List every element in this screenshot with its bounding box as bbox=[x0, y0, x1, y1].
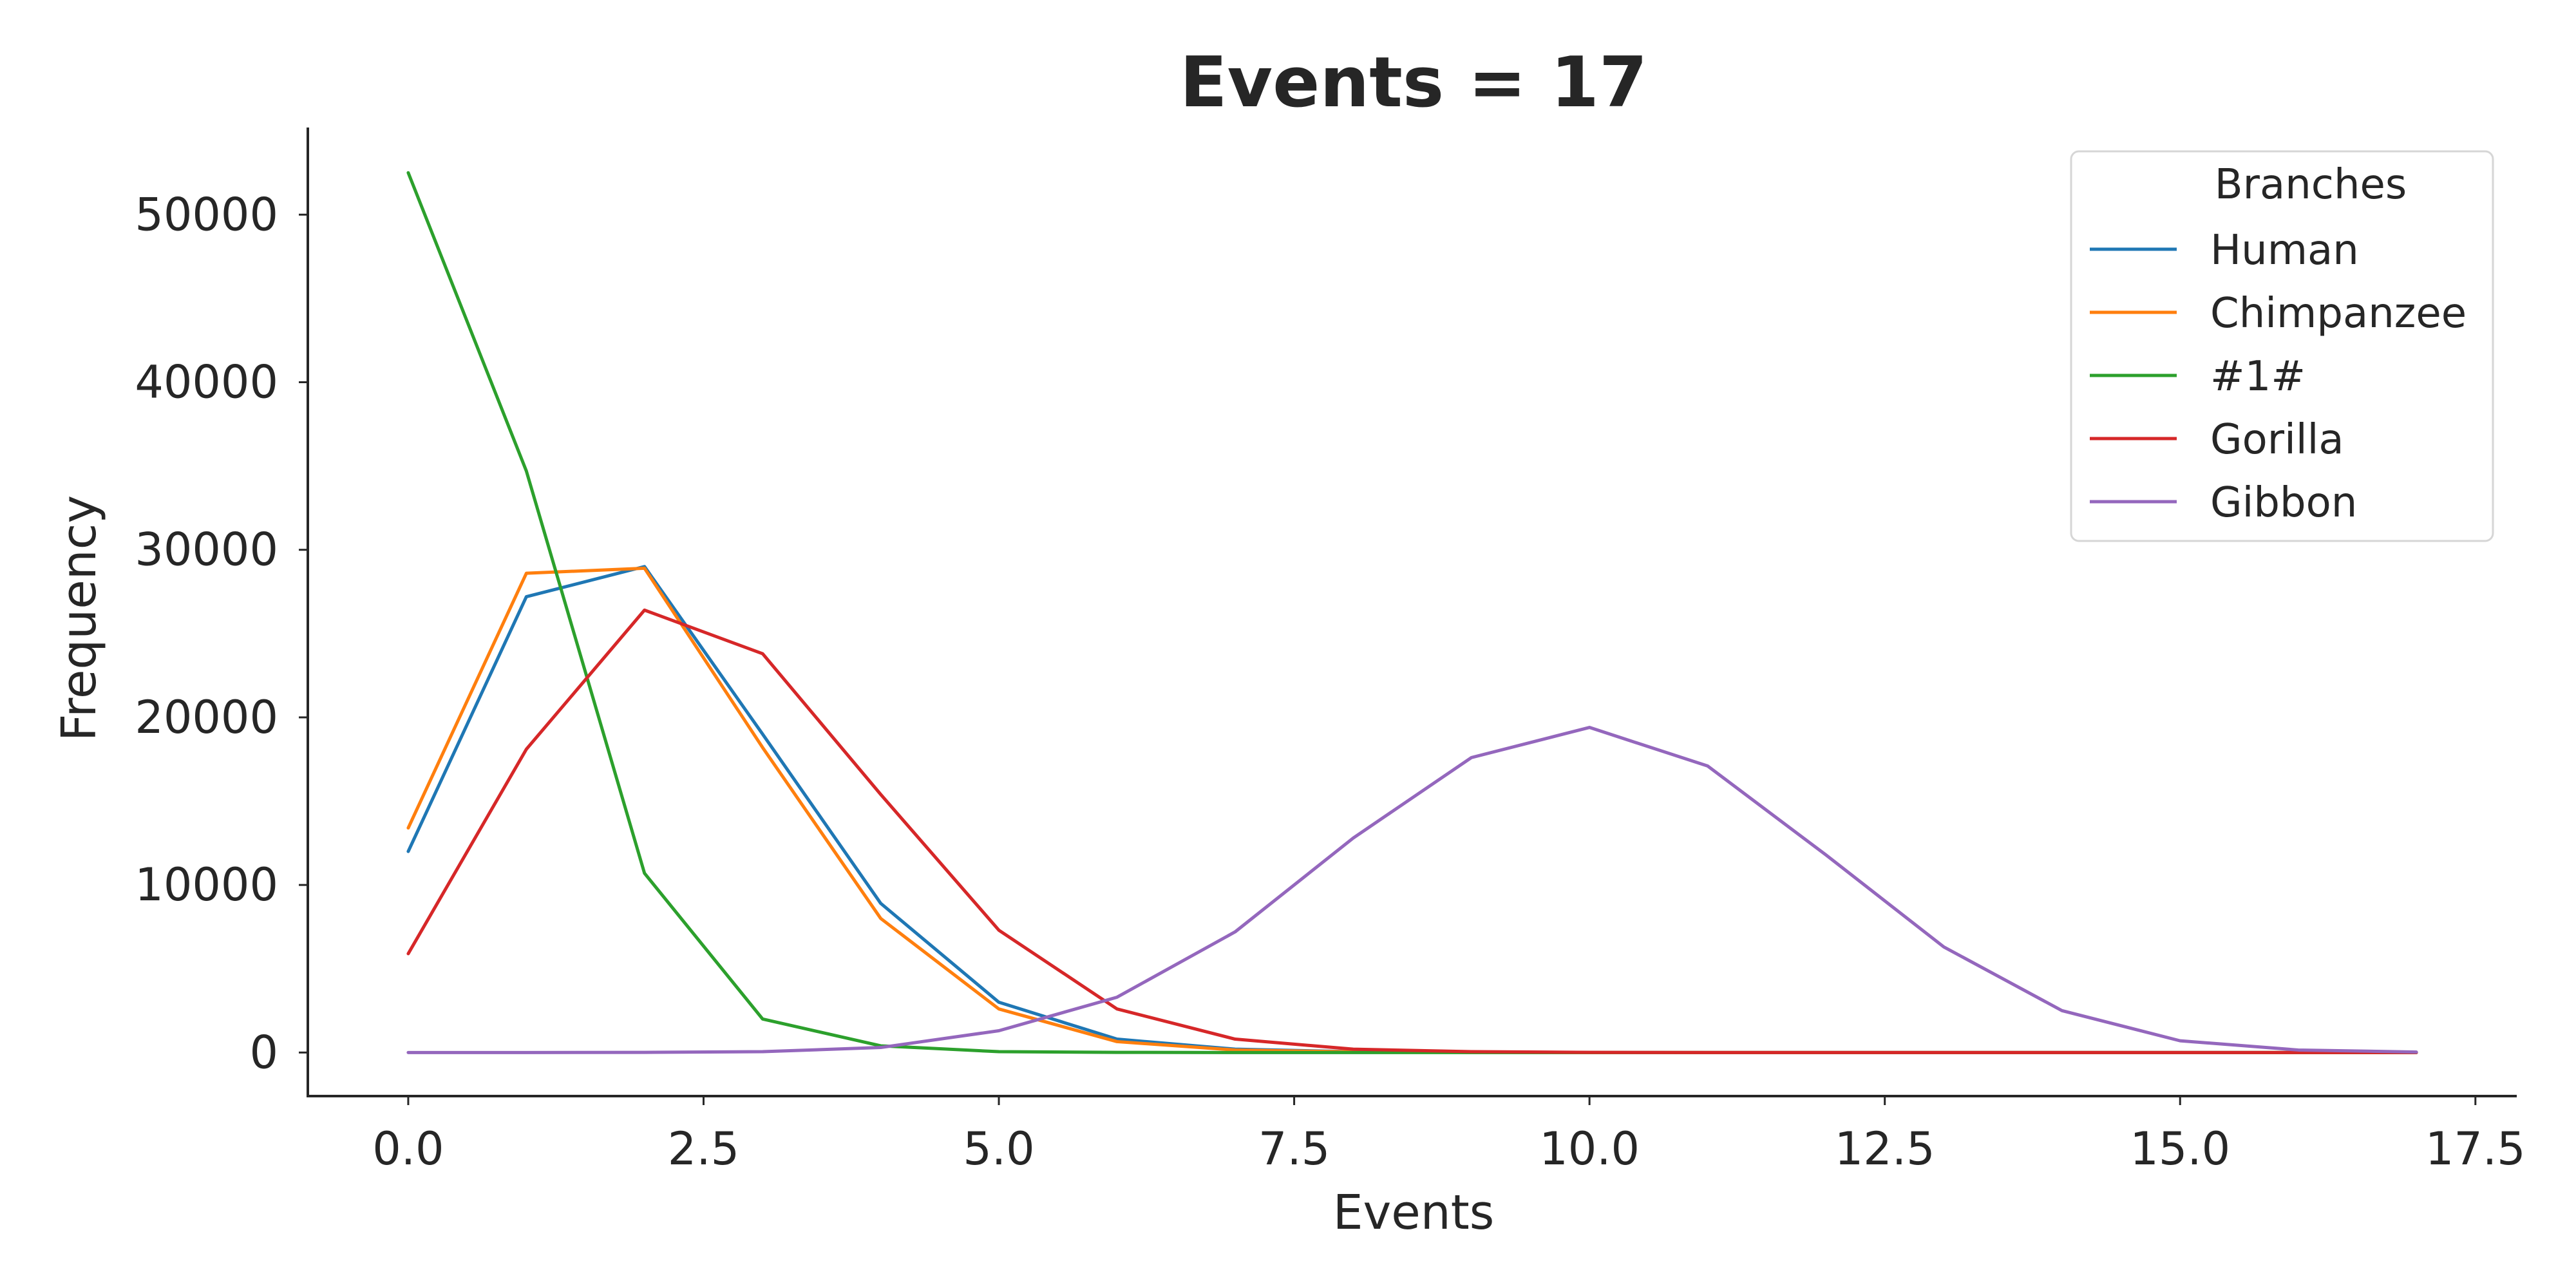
series-lines bbox=[406, 171, 2418, 1054]
series-line-chimpanzee bbox=[406, 566, 2418, 1054]
series-line-gorilla bbox=[406, 608, 2418, 1054]
legend-title: Branches bbox=[2215, 161, 2407, 209]
legend-items: Human Chimpanzee #1# Gorilla Gibbon bbox=[2090, 227, 2467, 527]
legend-label: Gibbon bbox=[2210, 479, 2357, 527]
x-tick-label: 5.0 bbox=[963, 1122, 1034, 1175]
x-axis-ticks: 0.0 2.5 5.0 7.5 10.0 12.5 15.0 17.5 bbox=[372, 1096, 2526, 1175]
legend-label: Chimpanzee bbox=[2210, 290, 2467, 337]
y-tick-label: 0 bbox=[249, 1026, 278, 1079]
x-tick-label: 10.0 bbox=[1539, 1122, 1640, 1175]
legend-label: #1# bbox=[2210, 353, 2306, 401]
x-tick-label: 15.0 bbox=[2130, 1122, 2230, 1175]
x-tick-label: 7.5 bbox=[1258, 1122, 1330, 1175]
chart-title: Events = 17 bbox=[1180, 43, 1647, 123]
legend-label: Gorilla bbox=[2210, 416, 2344, 464]
x-tick-label: 12.5 bbox=[1835, 1122, 1935, 1175]
y-tick-label: 50000 bbox=[135, 188, 278, 241]
y-tick-label: 20000 bbox=[135, 691, 278, 744]
series-line-human bbox=[406, 565, 2418, 1054]
x-tick-label: 2.5 bbox=[668, 1122, 739, 1175]
x-tick-label: 0.0 bbox=[372, 1122, 444, 1175]
x-tick-label: 17.5 bbox=[2425, 1122, 2526, 1175]
y-axis-ticks: 0 10000 20000 30000 40000 50000 bbox=[135, 188, 308, 1079]
legend: Branches Human Chimpanzee #1# Gorilla Gibbon bbox=[2070, 150, 2494, 542]
series-line-gibbon bbox=[406, 726, 2418, 1054]
y-axis-label: Frequency bbox=[52, 495, 107, 741]
y-tick-label: 40000 bbox=[135, 356, 278, 409]
x-axis-label: Events bbox=[1333, 1185, 1495, 1240]
y-tick-label: 30000 bbox=[135, 524, 278, 576]
y-tick-label: 10000 bbox=[135, 858, 278, 911]
legend-label: Human bbox=[2210, 227, 2359, 274]
